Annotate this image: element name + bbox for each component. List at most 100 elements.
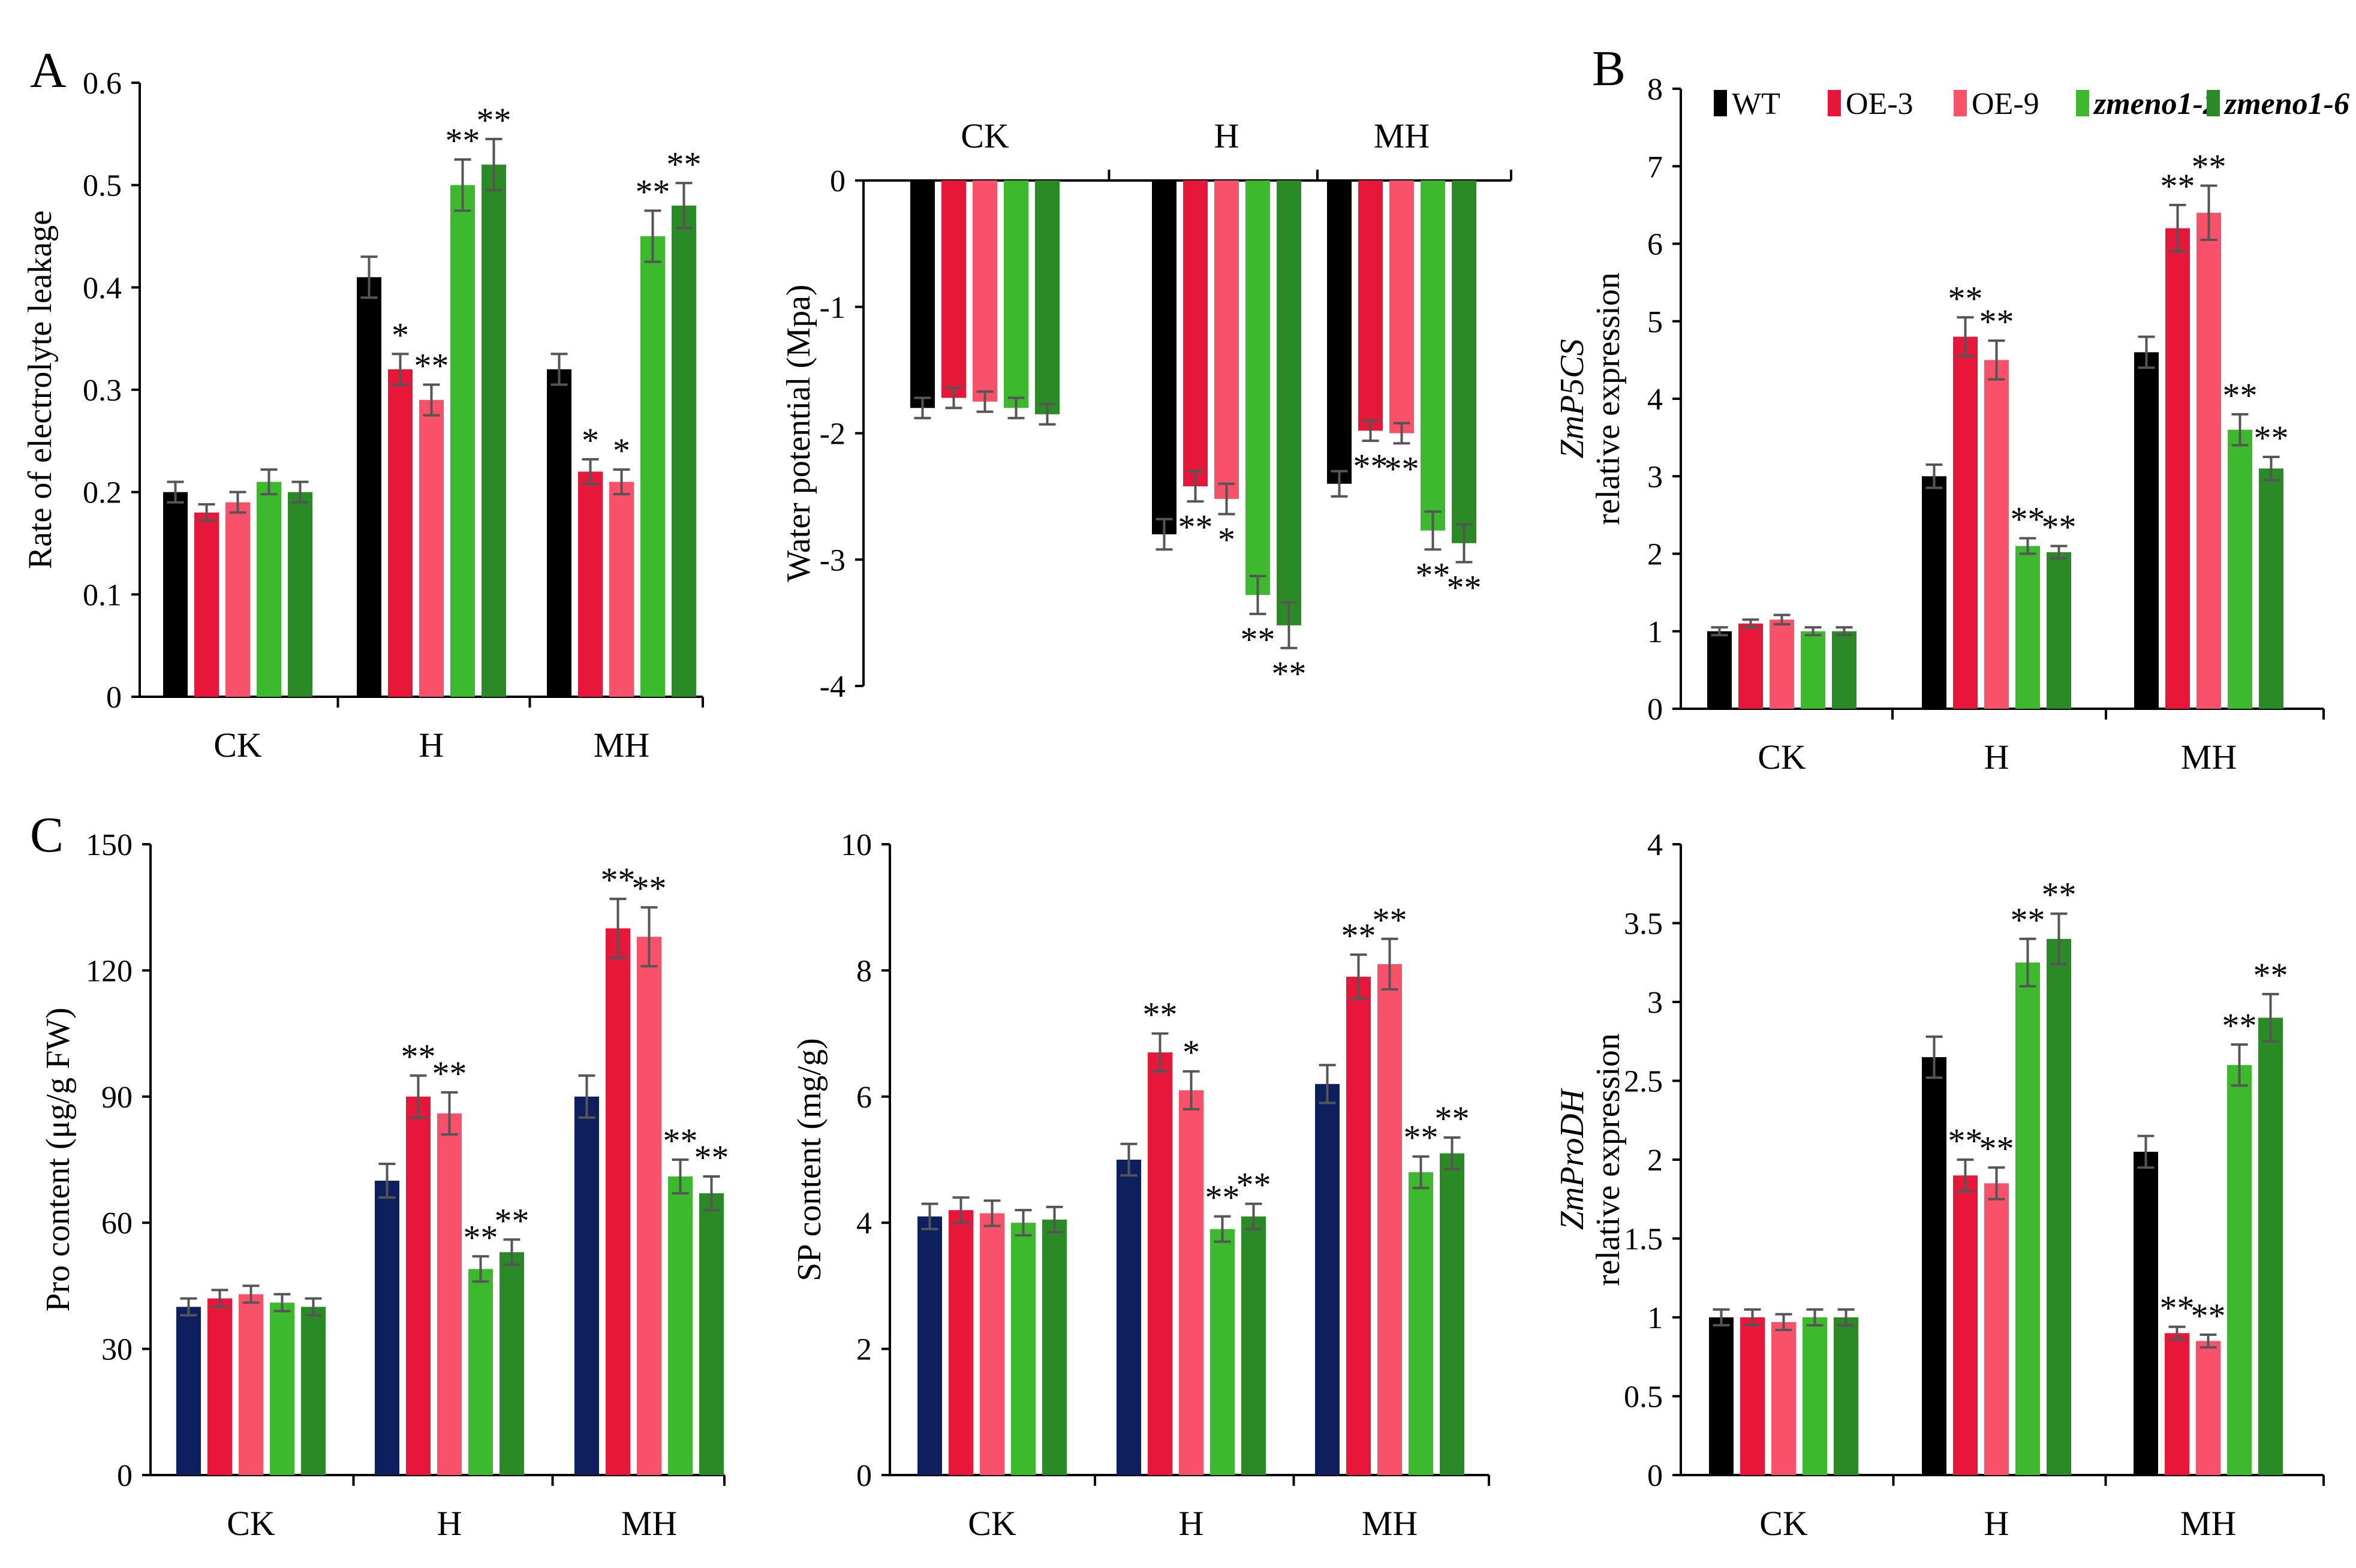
error-bar [1988,1166,2005,1200]
significance-mark: ** [1236,1166,1271,1205]
error-bar [1350,953,1367,1000]
significance-mark: ** [2042,508,2077,547]
significance-mark: ** [477,101,511,140]
error-bar [945,386,962,410]
bar [1042,1219,1067,1475]
error-bar [1836,626,1853,637]
legend-swatch [2076,90,2089,116]
y-tick-label: 0 [1647,693,1663,727]
x-category-label: H [437,1504,462,1543]
error-bar [360,255,378,299]
y-tick-label: 0.2 [83,476,122,510]
bar [1358,180,1383,431]
error-bar [1393,422,1410,445]
y-tick-label: 4 [1647,383,1663,417]
bar [637,937,661,1475]
significance-mark: ** [2161,167,2195,206]
error-bar [2262,455,2280,481]
bar [1004,180,1028,408]
error-bar [613,468,630,496]
error-bar [423,383,440,417]
panel-label: B [1592,41,1626,97]
significance-mark: ** [2160,1289,2195,1328]
significance-mark: ** [1948,1121,1983,1160]
bar [2047,552,2071,709]
error-bar [1806,1308,1824,1327]
y-tick-label: 4 [1647,828,1663,862]
bar [1709,1317,1734,1475]
error-bar [378,1163,396,1199]
legend-swatch [1828,90,1841,116]
bar [270,1302,294,1475]
error-bar [644,209,661,263]
legend-label: OE-3 [1846,87,1913,121]
bar [2228,429,2252,709]
significance-mark: * [1182,1033,1200,1072]
y-tick-label: 3 [1647,986,1663,1020]
bar [1707,631,1732,709]
bar [375,1181,399,1475]
bar [606,928,630,1475]
y-tick-label: 1.5 [1624,1223,1663,1257]
bar [2134,352,2159,709]
bar [1738,623,1763,709]
bar [578,471,603,697]
significance-mark: ** [1416,555,1451,594]
error-bar [1957,1158,1974,1193]
x-category-label: CK [213,726,262,765]
significance-mark: ** [1404,1118,1439,1157]
y-axis-title: ZmP5CS [1554,339,1591,458]
error-bar [1925,1035,1943,1079]
error-bar [550,353,568,386]
bar [468,1269,493,1475]
y-tick-label: 60 [101,1206,133,1241]
significance-mark: * [582,421,599,460]
y-tick-label: 8 [1647,73,1663,107]
bar [1241,1216,1266,1475]
error-bar [2050,912,2068,965]
significance-mark: ** [1435,1099,1470,1138]
y-axis-title: Rate of electrolyte leakage [22,210,59,570]
x-category-label: MH [1362,1504,1418,1543]
bar [388,369,413,697]
significance-mark: ** [2042,875,2077,914]
y-tick-label: 0.3 [83,374,122,408]
error-bar [1775,1313,1792,1332]
significance-mark: ** [1979,302,2014,341]
y-tick-label: 7 [1647,150,1663,184]
bar [1245,180,1270,595]
error-bar [1046,1205,1063,1233]
y-tick-label: 10 [841,828,872,862]
bar [301,1307,326,1475]
y-tick-label: 0.5 [1624,1380,1663,1414]
error-bar [640,906,658,968]
error-bar [291,480,309,504]
error-bar [273,1293,291,1313]
error-bar [1742,618,1759,629]
significance-mark: ** [1447,568,1482,607]
error-bar [472,1255,489,1283]
error-bar [914,396,931,420]
legend-swatch [1954,90,1967,116]
x-category-label: MH [2181,738,2237,777]
bar [1346,976,1371,1475]
bar [482,164,506,697]
bar [257,481,281,697]
significance-mark: ** [2011,500,2045,539]
bar [2196,1341,2220,1475]
error-bar [211,1289,228,1308]
bar [949,1210,973,1475]
x-category-label: MH [1374,116,1430,155]
y-tick-label: 0 [1647,1459,1663,1493]
error-bar [672,1158,689,1195]
x-category-label: CK [968,1504,1016,1543]
bar [1327,180,1352,484]
error-bar [260,468,278,496]
y-axis-title-line2: relative expression [1590,272,1627,525]
error-bar [392,353,409,386]
y-tick-label: 0.6 [83,67,122,101]
error-bar [578,1074,595,1119]
significance-mark: ** [401,1037,436,1076]
bar [1803,1317,1827,1475]
bar [1389,180,1414,434]
